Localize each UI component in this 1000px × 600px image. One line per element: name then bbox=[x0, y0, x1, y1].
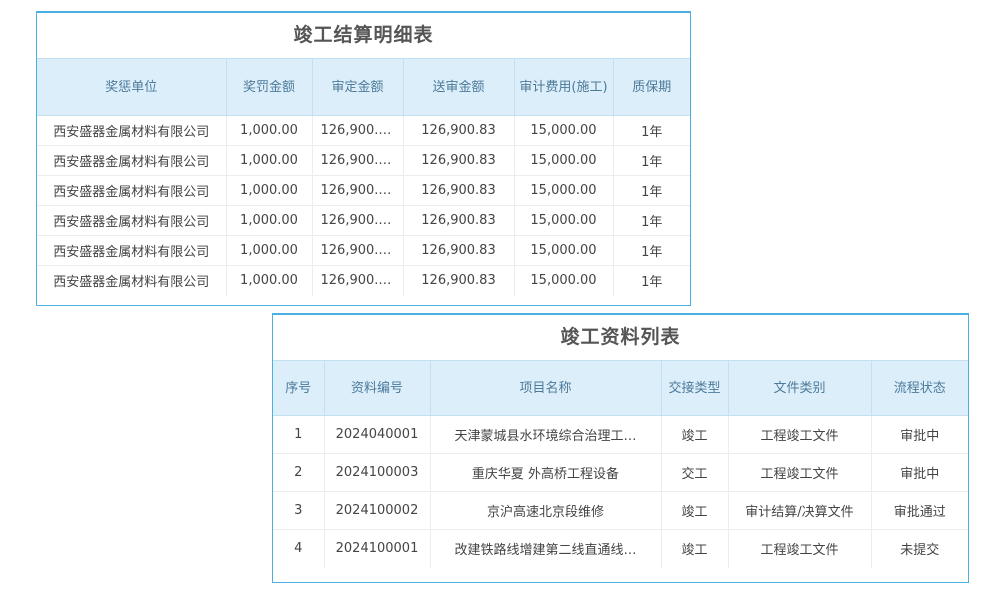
cell-warranty: 1年 bbox=[613, 175, 690, 206]
table-row[interactable]: 4 2024100001 改建铁路线增建第二线直通线… 竣工 工程竣工文件 未提交 bbox=[273, 529, 968, 568]
cell-audit-fee: 15,000.00 bbox=[514, 175, 614, 206]
cell-handover: 交工 bbox=[661, 453, 729, 492]
cell-warranty: 1年 bbox=[613, 235, 690, 266]
cell-penalty: 1,000.00 bbox=[226, 235, 313, 266]
archive-panel-title: 竣工资料列表 bbox=[273, 315, 968, 360]
column-header-doc-no[interactable]: 资料编号 bbox=[324, 360, 431, 416]
archive-table: 序号 资料编号 项目名称 交接类型 文件类别 流程状态 1 2024040001 天… bbox=[273, 360, 968, 568]
cell-unit[interactable]: 西安盛器金属材料有限公司 bbox=[37, 205, 227, 236]
cell-handover: 竣工 bbox=[661, 491, 729, 530]
settlement-table-body: 西安盛器金属材料有限公司 1,000.00 126,900.83 126,900.83… bbox=[37, 115, 690, 296]
cell-file-type: 工程竣工文件 bbox=[728, 415, 872, 454]
cell-penalty: 1,000.00 bbox=[226, 115, 313, 146]
cell-audit-fee: 15,000.00 bbox=[514, 265, 614, 296]
cell-file-type: 工程竣工文件 bbox=[728, 529, 872, 568]
archive-table-head: 序号 资料编号 项目名称 交接类型 文件类别 流程状态 bbox=[273, 360, 968, 416]
cell-audit-fee: 15,000.00 bbox=[514, 115, 614, 146]
cell-unit[interactable]: 西安盛器金属材料有限公司 bbox=[37, 235, 227, 266]
cell-doc-no[interactable]: 2024100001 bbox=[324, 529, 431, 568]
cell-project[interactable]: 重庆华夏 外高桥工程设备 bbox=[430, 453, 662, 492]
settlement-table: 奖惩单位 奖罚金额 审定金额 送审金额 审计费用(施工) 质保期 西安盛器金属材… bbox=[37, 58, 690, 296]
cell-warranty: 1年 bbox=[613, 145, 690, 176]
column-header-audit-fee[interactable]: 审计费用(施工) bbox=[514, 58, 614, 116]
table-row[interactable]: 2 2024100003 重庆华夏 外高桥工程设备 交工 工程竣工文件 审批中 bbox=[273, 453, 968, 492]
cell-submitted: 126,900.83 bbox=[403, 115, 515, 146]
status-badge: 未提交 bbox=[871, 529, 968, 568]
cell-file-type: 工程竣工文件 bbox=[728, 453, 872, 492]
cell-submitted: 126,900.83 bbox=[403, 175, 515, 206]
table-row[interactable]: 西安盛器金属材料有限公司 1,000.00 126,900.83 126,900.83… bbox=[37, 175, 690, 206]
settlement-detail-panel: 竣工结算明细表 奖惩单位 奖罚金额 审定金额 送审金额 审计费用(施工) 质保期… bbox=[36, 11, 691, 306]
archive-header-row: 序号 资料编号 项目名称 交接类型 文件类别 流程状态 bbox=[273, 360, 968, 416]
column-header-submitted[interactable]: 送审金额 bbox=[403, 58, 515, 116]
column-header-approved[interactable]: 审定金额 bbox=[312, 58, 404, 116]
cell-unit[interactable]: 西安盛器金属材料有限公司 bbox=[37, 265, 227, 296]
cell-penalty: 1,000.00 bbox=[226, 145, 313, 176]
cell-doc-no[interactable]: 2024100002 bbox=[324, 491, 431, 530]
status-badge: 审批中 bbox=[871, 415, 968, 454]
cell-approved: 126,900.83 bbox=[312, 205, 404, 236]
cell-handover: 竣工 bbox=[661, 415, 729, 454]
cell-penalty: 1,000.00 bbox=[226, 265, 313, 296]
cell-index: 3 bbox=[273, 491, 325, 530]
cell-approved: 126,900.83 bbox=[312, 265, 404, 296]
cell-unit[interactable]: 西安盛器金属材料有限公司 bbox=[37, 145, 227, 176]
cell-warranty: 1年 bbox=[613, 205, 690, 236]
cell-submitted: 126,900.83 bbox=[403, 235, 515, 266]
archive-list-panel: 竣工资料列表 序号 资料编号 项目名称 交接类型 文件类别 流程状态 1 2024… bbox=[272, 313, 969, 583]
column-header-project[interactable]: 项目名称 bbox=[430, 360, 662, 416]
cell-audit-fee: 15,000.00 bbox=[514, 145, 614, 176]
cell-warranty: 1年 bbox=[613, 265, 690, 296]
column-header-penalty[interactable]: 奖罚金额 bbox=[226, 58, 313, 116]
column-header-handover[interactable]: 交接类型 bbox=[661, 360, 729, 416]
cell-penalty: 1,000.00 bbox=[226, 175, 313, 206]
table-row[interactable]: 西安盛器金属材料有限公司 1,000.00 126,900.83 126,900.83… bbox=[37, 145, 690, 176]
cell-submitted: 126,900.83 bbox=[403, 145, 515, 176]
table-row[interactable]: 西安盛器金属材料有限公司 1,000.00 126,900.83 126,900.83… bbox=[37, 115, 690, 146]
column-header-unit[interactable]: 奖惩单位 bbox=[37, 58, 227, 116]
cell-doc-no[interactable]: 2024040001 bbox=[324, 415, 431, 454]
column-header-status[interactable]: 流程状态 bbox=[871, 360, 968, 416]
cell-submitted: 126,900.83 bbox=[403, 205, 515, 236]
column-header-warranty[interactable]: 质保期 bbox=[613, 58, 690, 116]
cell-approved: 126,900.83 bbox=[312, 235, 404, 266]
table-row[interactable]: 1 2024040001 天津蒙城县水环境综合治理工… 竣工 工程竣工文件 审批中 bbox=[273, 415, 968, 454]
cell-penalty: 1,000.00 bbox=[226, 205, 313, 236]
cell-project[interactable]: 改建铁路线增建第二线直通线… bbox=[430, 529, 662, 568]
cell-project[interactable]: 京沪高速北京段维修 bbox=[430, 491, 662, 530]
settlement-table-head: 奖惩单位 奖罚金额 审定金额 送审金额 审计费用(施工) 质保期 bbox=[37, 58, 690, 116]
cell-file-type: 审计结算/决算文件 bbox=[728, 491, 872, 530]
cell-approved: 126,900.83 bbox=[312, 175, 404, 206]
table-row[interactable]: 3 2024100002 京沪高速北京段维修 竣工 审计结算/决算文件 审批通过 bbox=[273, 491, 968, 530]
archive-table-body: 1 2024040001 天津蒙城县水环境综合治理工… 竣工 工程竣工文件 审批中 2 202… bbox=[273, 415, 968, 568]
table-row[interactable]: 西安盛器金属材料有限公司 1,000.00 126,900.83 126,900.83… bbox=[37, 205, 690, 236]
cell-audit-fee: 15,000.00 bbox=[514, 235, 614, 266]
cell-audit-fee: 15,000.00 bbox=[514, 205, 614, 236]
column-header-index[interactable]: 序号 bbox=[273, 360, 325, 416]
status-badge: 审批通过 bbox=[871, 491, 968, 530]
column-header-file-type[interactable]: 文件类别 bbox=[728, 360, 872, 416]
table-row[interactable]: 西安盛器金属材料有限公司 1,000.00 126,900.83 126,900.83… bbox=[37, 235, 690, 266]
cell-index: 4 bbox=[273, 529, 325, 568]
cell-approved: 126,900.83 bbox=[312, 115, 404, 146]
cell-unit[interactable]: 西安盛器金属材料有限公司 bbox=[37, 175, 227, 206]
cell-handover: 竣工 bbox=[661, 529, 729, 568]
cell-doc-no[interactable]: 2024100003 bbox=[324, 453, 431, 492]
cell-index: 2 bbox=[273, 453, 325, 492]
cell-warranty: 1年 bbox=[613, 115, 690, 146]
cell-approved: 126,900.83 bbox=[312, 145, 404, 176]
table-row[interactable]: 西安盛器金属材料有限公司 1,000.00 126,900.83 126,900.83… bbox=[37, 265, 690, 296]
cell-submitted: 126,900.83 bbox=[403, 265, 515, 296]
settlement-header-row: 奖惩单位 奖罚金额 审定金额 送审金额 审计费用(施工) 质保期 bbox=[37, 58, 690, 116]
cell-project[interactable]: 天津蒙城县水环境综合治理工… bbox=[430, 415, 662, 454]
status-badge: 审批中 bbox=[871, 453, 968, 492]
cell-unit[interactable]: 西安盛器金属材料有限公司 bbox=[37, 115, 227, 146]
cell-index: 1 bbox=[273, 415, 325, 454]
settlement-panel-title: 竣工结算明细表 bbox=[37, 13, 690, 58]
